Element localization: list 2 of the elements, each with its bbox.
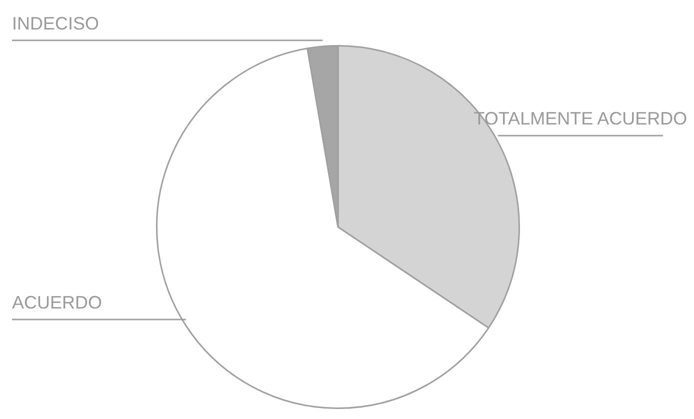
slice-label: INDECISO <box>12 13 100 34</box>
slice-label: ACUERDO <box>12 292 102 313</box>
